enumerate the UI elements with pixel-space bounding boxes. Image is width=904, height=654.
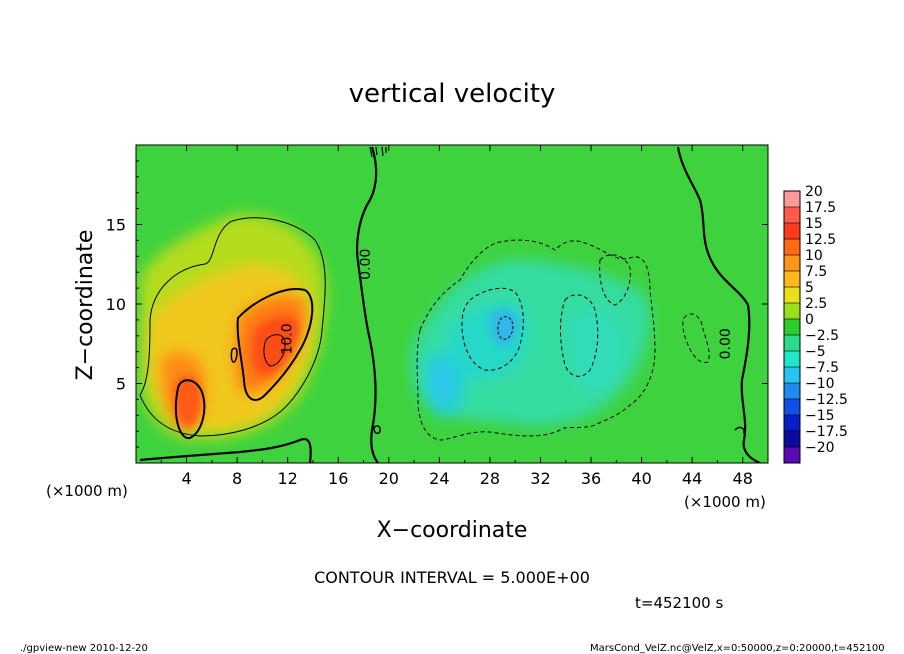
x-tick-label: 32 [530,469,550,488]
x-axis: 4 8 12 16 20 24 28 32 36 40 44 48 [160,145,753,488]
footer-left: ./gpview-new 2010-12-20 [20,643,148,654]
colorbar-swatch [784,255,800,272]
colorbar-label: −2.5 [805,328,839,344]
colorbar-label: −7.5 [805,360,839,376]
colorbar-swatch [784,319,800,336]
x-tick-label: 20 [379,469,399,488]
contour-labels: 0.00 10.0 0.00 [279,249,734,360]
colorbar-label: 15 [805,216,823,232]
y-axis-label: Z−coordinate [73,230,98,381]
colorbar-label: 12.5 [805,232,836,248]
colorbar-swatch [784,383,800,400]
contour-interval: CONTOUR INTERVAL = 5.000E+00 [314,568,590,587]
x-tick-label: 36 [581,469,601,488]
x-unit-left: (×1000 m) [46,482,128,500]
colorbar-swatch [784,287,800,304]
x-tick-label: 44 [682,469,702,488]
x-tick-label: 8 [232,469,242,488]
y-tick-label: 15 [106,216,126,235]
x-tick-label: 28 [480,469,500,488]
colorbar-label: −20 [805,440,835,456]
colorbar-label: 5 [805,280,814,296]
y-tick-label: 10 [106,295,126,314]
y-tick-label: 5 [116,375,126,394]
contour-label: 0.00 [718,328,734,359]
x-unit-right: (×1000 m) [684,493,766,511]
colorbar: 2017.51512.5107.552.50−2.5−5−7.5−10−12.5… [783,184,848,464]
x-tick-label: 12 [278,469,298,488]
colorbar-swatch [784,239,800,256]
colorbar-label: 7.5 [805,264,827,280]
x-tick-label: 40 [631,469,651,488]
colorbar-swatch [784,335,800,352]
x-tick-label: 48 [733,469,753,488]
colorbar-label: −17.5 [805,424,848,440]
colorbar-swatch [784,271,800,288]
colorbar-swatch [784,303,800,320]
colorbar-label: −12.5 [805,392,848,408]
footer-right: MarsCond_VelZ.nc@VelZ,x=0:50000,z=0:2000… [590,643,885,654]
colorbar-swatch [784,191,800,208]
colorbar-label: −10 [805,376,835,392]
colorbar-label: −15 [805,408,835,424]
contour-label: 10.0 [279,323,295,354]
colorbar-swatch [784,447,800,464]
x-tick-label: 24 [429,469,449,488]
colorbar-swatch [784,351,800,368]
colorbar-swatch [784,207,800,224]
colorbar-label: 20 [805,184,823,200]
colorbar-label: 10 [805,248,823,264]
colorbar-label: −5 [805,344,826,360]
x-tick-label: 4 [181,469,191,488]
colorbar-label: 0 [805,312,814,328]
colorbar-swatch [784,431,800,448]
shaded-cores [174,308,518,428]
time-label: t=452100 s [635,594,723,612]
x-tick-label: 16 [328,469,348,488]
chart-title: vertical velocity [349,79,556,109]
colorbar-swatch [784,223,800,240]
colorbar-swatch [784,399,800,416]
contour-lines [139,146,761,463]
colorbar-swatch [784,367,800,384]
y-axis: 5 10 15 [106,160,768,448]
x-axis-label: X−coordinate [377,518,528,543]
plot-area [136,145,768,463]
contour-label: 0.00 [358,249,374,280]
colorbar-swatch [784,415,800,432]
colorbar-label: 17.5 [805,200,836,216]
colorbar-label: 2.5 [805,296,827,312]
